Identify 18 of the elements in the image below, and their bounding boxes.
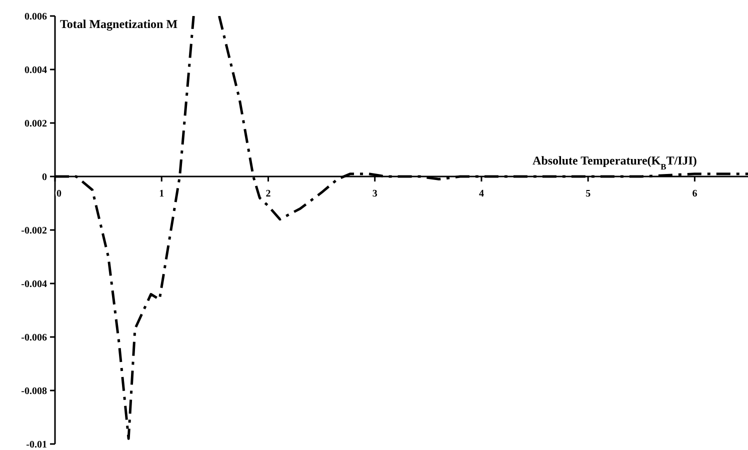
x-axis-title: Absolute Temperature(K$_{B}$T/IJI) <box>532 154 697 171</box>
y-tick-label: 0.002 <box>24 118 47 130</box>
y-tick-label: 0.006 <box>24 12 47 22</box>
y-tick-label: -0.008 <box>21 386 47 397</box>
x-tick-label: 4 <box>478 188 484 200</box>
y-tick-label: -0.006 <box>21 332 47 344</box>
y-tick-label: -0.01 <box>26 440 47 450</box>
y-tick-label: -0.002 <box>21 226 47 236</box>
x-tick-label: 3 <box>372 188 378 200</box>
y-tick-label: -0.004 <box>21 279 47 290</box>
x-tick-label: 6 <box>692 188 698 200</box>
x-tick-label: 1 <box>159 188 164 200</box>
y-tick-label: 0 <box>42 172 47 183</box>
x-tick-label: 2 <box>266 188 271 200</box>
y-tick-label: 0.004 <box>24 65 47 76</box>
y-axis-title: Total Magnetization M <box>60 17 178 31</box>
x-tick-label: 5 <box>586 188 591 200</box>
x-tick-label: 0 <box>56 188 62 200</box>
